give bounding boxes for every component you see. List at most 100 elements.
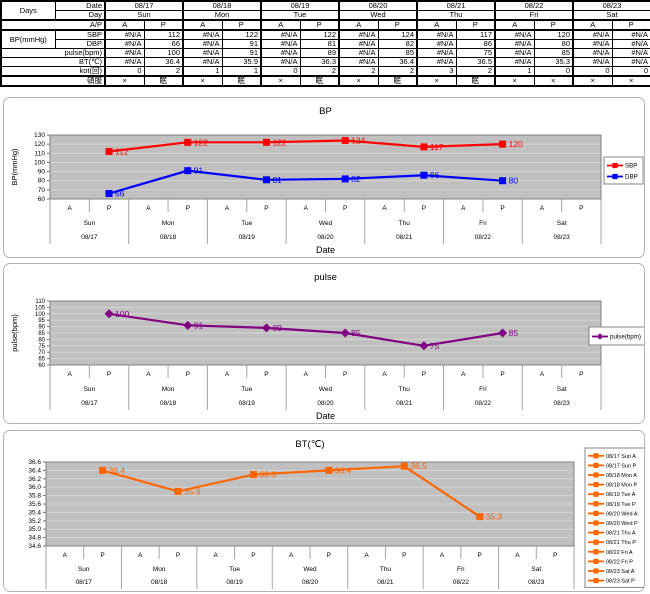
data-point-marker: [419, 341, 429, 351]
y-tick-label: 105: [35, 305, 46, 311]
data-point-marker: [261, 323, 271, 333]
pulse-value: 89: [299, 48, 340, 58]
x-slot-label-p: P: [107, 205, 111, 212]
x-slot-label-a: A: [515, 552, 520, 559]
x-slot-label-a: A: [225, 371, 230, 378]
dbp-value: #N/A: [260, 39, 301, 49]
x-slot-label-p: P: [422, 371, 426, 378]
ap-header: P: [455, 19, 496, 31]
x-slot-label-p: P: [327, 552, 331, 559]
tonpuku-value: 眠: [143, 75, 184, 87]
x-date-label: 08/20: [317, 400, 334, 407]
x-slot-label-p: P: [100, 552, 104, 559]
bt-chart-svg: BT(℃)34.634.835.035.235.435.635.836.036.…: [28, 439, 644, 589]
ap-header: A: [494, 19, 535, 31]
legend-box: [588, 326, 644, 346]
day-name-header: Mon: [182, 10, 262, 21]
pulse-value: #N/A: [182, 48, 223, 58]
data-point-label: 86: [430, 170, 440, 180]
x-date-label: 08/23: [554, 400, 571, 407]
dbp-value: #N/A: [572, 39, 613, 49]
y-axis-title: BP(mmHg): [10, 148, 19, 186]
y-tick-label: 130: [34, 132, 45, 139]
data-point-marker: [499, 140, 507, 148]
day-name-header: Sun: [104, 10, 184, 21]
legend-marker: [612, 173, 618, 180]
data-point-marker: [184, 138, 192, 146]
data-point-label: 80: [509, 176, 519, 186]
tonpuku-value: 眠: [299, 75, 340, 87]
y-tick-label: 110: [35, 150, 46, 157]
kot-value: 2: [377, 66, 418, 77]
pulse-chart: pulse 60 65 70 75 80 85 90 95 100 105 110 pulse(bpm)…: [3, 263, 645, 424]
vitals-table: Days Date 08/17 08/18 08/19 08/20 08/21 08/22 08…: [0, 0, 650, 87]
tonpuku-value: 眠: [455, 75, 496, 87]
x-date-label: 08/22: [475, 234, 492, 241]
x-date-label: 08/20: [302, 579, 319, 586]
legend-marker: [593, 472, 599, 478]
row-label-sbp: SBP: [54, 29, 106, 40]
row-label-dbp: DBP: [54, 39, 106, 49]
data-point-marker: [174, 487, 182, 495]
x-slot-label-p: P: [264, 205, 268, 212]
x-slot-label-a: A: [540, 371, 545, 378]
x-date-label: 08/18: [160, 400, 177, 407]
day-name-header: Tue: [260, 10, 340, 21]
x-date-label: 08/19: [239, 234, 256, 241]
data-point-marker: [184, 167, 192, 175]
plot-area: [50, 135, 601, 199]
x-slot-label-p: P: [422, 205, 426, 212]
y-tick-label: 90: [38, 169, 46, 176]
dbp-value: #N/A: [416, 39, 457, 49]
kot-value: 2: [143, 66, 184, 77]
dbp-value: #N/A: [611, 39, 650, 49]
pulse-value: 85: [377, 48, 418, 58]
dbp-value: 66: [143, 39, 184, 49]
x-slot-label-p: P: [500, 371, 504, 378]
legend-marker: [593, 462, 599, 468]
data-point-label: 36.4: [109, 465, 126, 475]
legend-marker: [593, 549, 599, 555]
x-slot-label-p: P: [478, 552, 482, 559]
bp-chart-svg: BP 60 70 80 90 100 110 120 130 BP(mmHg) A P Sun 08/17…: [10, 106, 644, 255]
data-point-label: 91: [194, 320, 204, 330]
data-point-marker: [262, 138, 270, 146]
x-slot-label-p: P: [553, 552, 557, 559]
date-header: 08/22: [494, 0, 574, 11]
series-line-pulsebpm: [108, 312, 503, 347]
x-day-label: Tue: [241, 386, 252, 393]
x-slot-label-p: P: [579, 205, 583, 212]
bt-value: 36.3: [299, 57, 340, 67]
x-date-label: 08/22: [475, 400, 492, 407]
chart-title: BT(℃): [295, 439, 324, 450]
sbp-value: 112: [143, 29, 184, 40]
x-slot-label-a: A: [364, 552, 369, 559]
pulse-value: 100: [143, 48, 184, 58]
ap-header: P: [533, 19, 574, 31]
x-day-label: Wed: [319, 220, 333, 227]
y-tick-label: 90: [38, 325, 45, 331]
pulse-value: #N/A: [416, 48, 457, 58]
tonpuku-value: ×: [572, 75, 613, 87]
ap-header: A: [182, 19, 223, 31]
data-point-label: 112: [115, 146, 129, 156]
x-day-label: Thu: [399, 386, 411, 393]
y-axis-title: pulse(bpm): [10, 314, 19, 352]
x-day-label: Tue: [229, 566, 240, 573]
sbp-value: 120: [533, 29, 574, 40]
x-slot-label-a: A: [146, 205, 151, 212]
row-label-kot: kot(回): [0, 66, 106, 77]
data-point-label: 85: [351, 328, 361, 338]
date-header: 08/18: [182, 0, 262, 11]
dbp-value: #N/A: [494, 39, 535, 49]
pulse-value: 91: [221, 48, 262, 58]
x-slot-label-p: P: [264, 371, 268, 378]
kot-value: 0: [533, 66, 574, 77]
date-header: 08/23: [572, 0, 650, 11]
y-tick-label: 35.0: [28, 526, 41, 533]
x-day-label: Fri: [479, 386, 487, 393]
data-point-label: 120: [509, 139, 523, 149]
series-line-bt: [102, 465, 481, 518]
kot-value: 1: [494, 66, 535, 77]
legend-marker: [593, 453, 599, 459]
